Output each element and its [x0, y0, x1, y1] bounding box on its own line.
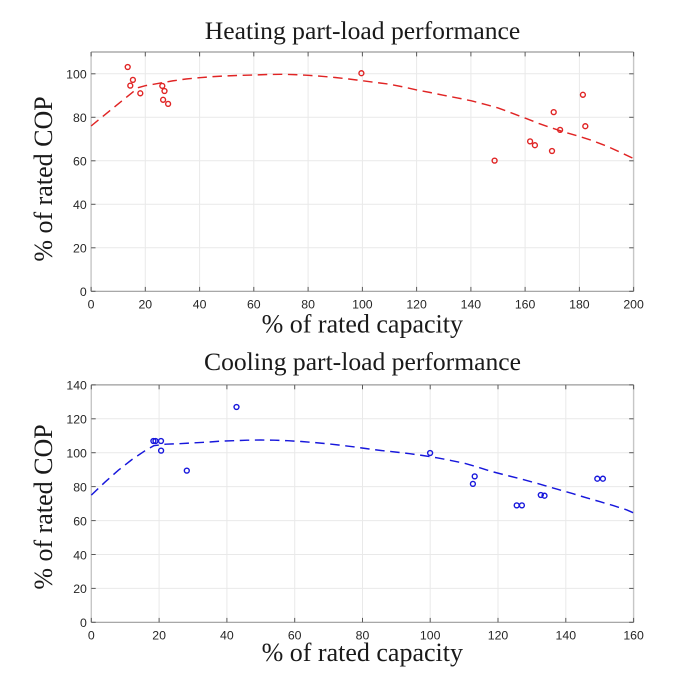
svg-text:140: 140: [66, 379, 87, 393]
svg-text:20: 20: [138, 298, 152, 312]
svg-text:120: 120: [488, 629, 509, 643]
svg-text:% of rated capacity: % of rated capacity: [262, 310, 463, 339]
svg-text:40: 40: [73, 548, 87, 562]
svg-text:20: 20: [73, 242, 87, 256]
svg-text:100: 100: [66, 68, 87, 82]
svg-text:100: 100: [352, 298, 373, 312]
svg-text:140: 140: [556, 629, 577, 643]
svg-text:% of rated capacity: % of rated capacity: [262, 638, 463, 667]
svg-text:100: 100: [66, 447, 87, 461]
svg-text:60: 60: [288, 629, 302, 643]
svg-text:60: 60: [247, 298, 261, 312]
svg-text:120: 120: [406, 298, 427, 312]
svg-text:80: 80: [356, 629, 370, 643]
svg-text:120: 120: [66, 413, 87, 427]
svg-text:60: 60: [73, 155, 87, 169]
svg-text:20: 20: [73, 582, 87, 596]
svg-text:0: 0: [80, 616, 87, 630]
svg-text:20: 20: [152, 629, 166, 643]
svg-text:0: 0: [80, 285, 87, 299]
svg-text:80: 80: [301, 298, 315, 312]
svg-text:40: 40: [73, 198, 87, 212]
svg-text:160: 160: [623, 629, 644, 643]
svg-text:40: 40: [193, 298, 207, 312]
svg-text:100: 100: [420, 629, 441, 643]
svg-text:40: 40: [220, 629, 234, 643]
svg-text:Cooling part-load performance: Cooling part-load performance: [204, 347, 521, 376]
svg-text:Heating part-load performance: Heating part-load performance: [205, 16, 521, 45]
svg-text:80: 80: [73, 480, 87, 494]
svg-text:80: 80: [73, 111, 87, 125]
svg-text:60: 60: [73, 514, 87, 528]
svg-text:% of rated COP: % of rated COP: [29, 96, 58, 261]
svg-text:200: 200: [623, 298, 644, 312]
svg-text:160: 160: [515, 298, 536, 312]
svg-text:0: 0: [88, 298, 95, 312]
svg-text:140: 140: [461, 298, 482, 312]
svg-text:180: 180: [569, 298, 590, 312]
svg-text:0: 0: [88, 629, 95, 643]
svg-text:% of rated COP: % of rated COP: [29, 424, 58, 589]
